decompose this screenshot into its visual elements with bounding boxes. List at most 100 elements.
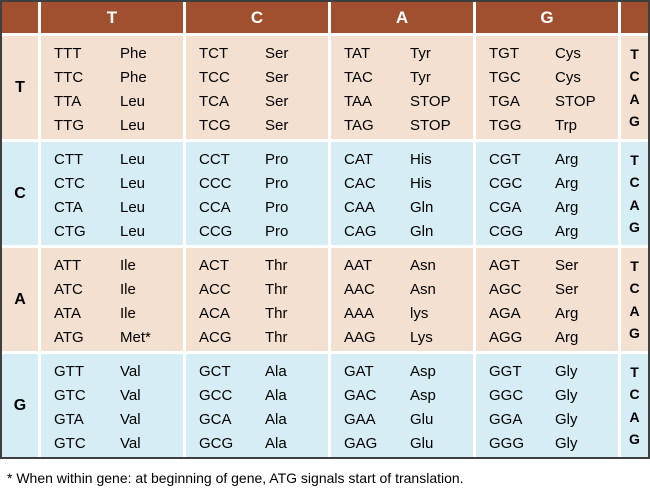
third-base-letter: G	[629, 112, 640, 129]
codon-entry: GGA Gly	[489, 408, 618, 432]
codon: ATA	[54, 305, 81, 322]
codon-entry: TCC Ser	[199, 66, 328, 90]
third-base-letter: T	[630, 258, 639, 275]
amino-acid: Gln	[410, 223, 434, 240]
codon: TGG	[489, 117, 522, 134]
codon: TGT	[489, 45, 519, 62]
codon-entry: CCA Pro	[199, 196, 328, 220]
amino-acid: Thr	[265, 281, 288, 298]
third-base-letter: T	[630, 152, 639, 169]
codon-entry: AAC Asn	[344, 278, 473, 302]
codon: ATG	[54, 329, 84, 346]
codon: CTA	[54, 199, 83, 216]
amino-acid: Ala	[265, 411, 287, 428]
codon: CGC	[489, 175, 523, 192]
amino-acid: lys	[410, 305, 429, 322]
amino-acid: Gly	[555, 411, 578, 428]
codon-entry: AAA lys	[344, 302, 473, 326]
third-base-letter: C	[629, 174, 640, 191]
codon: ACC	[199, 281, 231, 298]
third-base-letter: A	[629, 302, 640, 319]
third-base-letter: C	[629, 386, 640, 403]
codon: GAG	[344, 435, 378, 452]
amino-acid: Arg	[555, 151, 579, 168]
amino-acid: Leu	[120, 223, 146, 240]
codon: GAA	[344, 411, 376, 428]
codon: ACT	[199, 257, 229, 274]
amino-acid: Pro	[265, 175, 289, 192]
codon: CTT	[54, 151, 84, 168]
amino-acid: Ala	[265, 363, 287, 380]
codon: CGT	[489, 151, 521, 168]
amino-acid: Arg	[555, 199, 579, 216]
codon-cell-c-t: CTT Leu CTC Leu CTA Leu CTG Leu	[41, 142, 183, 245]
codon-entry: AAG Lys	[344, 326, 473, 350]
amino-acid: Ser	[555, 257, 579, 274]
codon-entry: CTT Leu	[54, 148, 183, 172]
codon: TTT	[54, 45, 82, 62]
codon-entry: CGC Arg	[489, 172, 618, 196]
codon: CGG	[489, 223, 524, 240]
codon-entry: CAC His	[344, 172, 473, 196]
footnote: * When within gene: at beginning of gene…	[0, 459, 650, 486]
codon: TAG	[344, 117, 374, 134]
amino-acid: Trp	[555, 117, 577, 134]
codon-entry: TGT Cys	[489, 42, 618, 66]
amino-acid: Gly	[555, 435, 578, 452]
codon: TAA	[344, 93, 373, 110]
row-header-g: G	[2, 354, 38, 457]
amino-acid: Ser	[265, 93, 289, 110]
amino-acid: His	[410, 151, 432, 168]
codon-entry: GGT Gly	[489, 360, 618, 384]
codon-cell-t-a: TAT Tyr TAC Tyr TAA STOP TAG STOP	[331, 36, 473, 139]
codon-entry: TTT Phe	[54, 42, 183, 66]
amino-acid: Cys	[555, 69, 581, 86]
codon-entry: CCG Pro	[199, 220, 328, 244]
codon: ACG	[199, 329, 232, 346]
amino-acid: Pro	[265, 199, 289, 216]
codon: GTC	[54, 435, 86, 452]
third-base-letter: C	[629, 280, 640, 297]
codon-entry: GCA Ala	[199, 408, 328, 432]
third-base-letter: C	[629, 68, 640, 85]
codon-entry: TTA Leu	[54, 90, 183, 114]
codon: ACA	[199, 305, 230, 322]
amino-acid: Val	[120, 363, 141, 380]
codon: TTA	[54, 93, 82, 110]
amino-acid: Gly	[555, 387, 578, 404]
codon: CAC	[344, 175, 376, 192]
codon-entry: GCT Ala	[199, 360, 328, 384]
amino-acid: Thr	[265, 257, 288, 274]
amino-acid: Pro	[265, 151, 289, 168]
codon-cell-g-g: GGT Gly GGC Gly GGA Gly GGG Gly	[476, 354, 618, 457]
amino-acid: Ser	[265, 69, 289, 86]
amino-acid: STOP	[555, 93, 596, 110]
amino-acid: Leu	[120, 199, 146, 216]
amino-acid: Tyr	[410, 69, 431, 86]
codon-entry: AGC Ser	[489, 278, 618, 302]
codon-entry: CTA Leu	[54, 196, 183, 220]
amino-acid: Phe	[120, 45, 147, 62]
codon: TAT	[344, 45, 371, 62]
codon-entry: ATG Met*	[54, 326, 183, 350]
amino-acid: Glu	[410, 435, 434, 452]
codon: AGT	[489, 257, 520, 274]
codon: GCC	[199, 387, 233, 404]
amino-acid: Met*	[120, 329, 151, 346]
codon: GAT	[344, 363, 374, 380]
codon-cell-t-t: TTT Phe TTC Phe TTA Leu TTG Leu	[41, 36, 183, 139]
codon: TGC	[489, 69, 521, 86]
codon: CAG	[344, 223, 377, 240]
amino-acid: Leu	[120, 151, 146, 168]
codon: ATC	[54, 281, 83, 298]
codon: GCA	[199, 411, 232, 428]
codon: ATT	[54, 257, 82, 274]
codon-entry: TCT Ser	[199, 42, 328, 66]
amino-acid: Arg	[555, 305, 579, 322]
codon: AGG	[489, 329, 523, 346]
codon-entry: ACA Thr	[199, 302, 328, 326]
codon: CAA	[344, 199, 375, 216]
codon: GTT	[54, 363, 84, 380]
codon-entry: CAA Gln	[344, 196, 473, 220]
codon-entry: TTC Phe	[54, 66, 183, 90]
